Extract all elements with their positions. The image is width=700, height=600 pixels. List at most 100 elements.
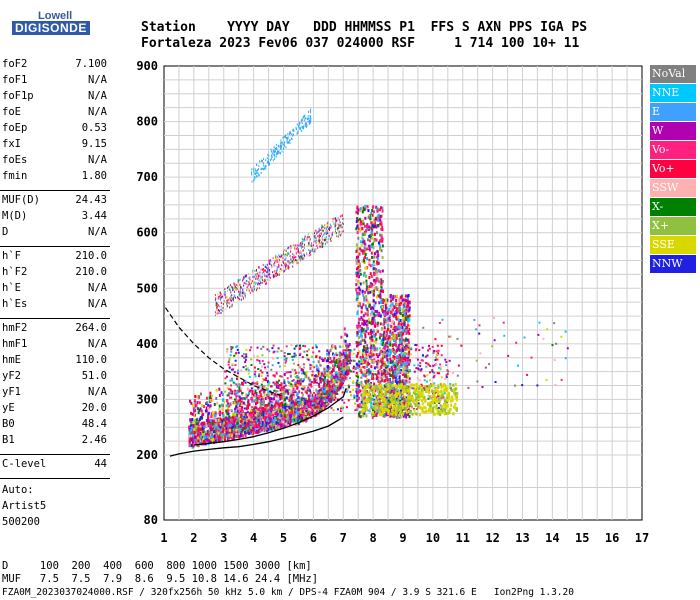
echo-point: [356, 324, 359, 328]
echo-point: [188, 440, 191, 444]
echo-point: [207, 432, 210, 436]
echo-point: [368, 285, 371, 289]
echo-point: [366, 373, 369, 377]
echo-point: [426, 380, 429, 383]
echo-point: [360, 357, 363, 360]
echo-point: [194, 435, 197, 439]
echo-point: [313, 394, 316, 398]
echo-point: [326, 348, 329, 351]
echo-point: [402, 329, 405, 333]
echo-point: [250, 346, 253, 349]
echo-point: [349, 362, 352, 365]
echo-point: [390, 310, 393, 314]
echo-point: [262, 378, 265, 381]
echo-point: [402, 298, 405, 302]
echo-point: [382, 338, 385, 342]
echo-point: [401, 369, 404, 373]
param-yf2: yF2 51.0: [2, 370, 107, 386]
echo-point: [335, 391, 338, 395]
echo-point: [301, 356, 304, 359]
echo-point: [400, 295, 403, 299]
echo-point: [287, 380, 290, 383]
echo-point: [370, 401, 373, 405]
echo-point: [248, 403, 251, 407]
echo-point: [254, 413, 257, 417]
echo-point: [332, 409, 335, 412]
echo-point: [281, 408, 284, 412]
echo-point: [212, 420, 215, 424]
echo-point: [363, 261, 366, 265]
echo-point: [191, 403, 194, 407]
echo-point: [329, 367, 332, 370]
echo-point: [403, 314, 406, 318]
echo-point: [370, 337, 373, 341]
echo-point: [266, 380, 269, 384]
echo-point: [239, 433, 242, 437]
param-label: yF2: [2, 370, 21, 382]
echo-point: [217, 424, 220, 428]
echo-point: [393, 311, 396, 315]
echo-point: [256, 346, 259, 349]
echo-point: [220, 427, 223, 431]
echo-point: [408, 377, 411, 381]
echo-point: [359, 247, 362, 251]
logo-digisonde: DIGISONDE: [12, 21, 90, 35]
echo-point: [284, 388, 287, 391]
echo-point: [362, 385, 365, 389]
echo-point: [214, 430, 217, 434]
echo-point: [237, 433, 240, 437]
echo-point: [259, 362, 262, 365]
echo-point: [194, 423, 197, 427]
echo-point: [358, 414, 361, 418]
echo-point: [349, 390, 352, 393]
echo-point: [277, 402, 280, 406]
echo-point: [275, 371, 278, 375]
echo-point: [272, 413, 275, 417]
echo-point: [381, 244, 384, 248]
echo-point: [254, 422, 257, 426]
echo-point: [345, 372, 348, 376]
param-label: foEp: [2, 122, 28, 134]
echo-point: [378, 336, 381, 340]
echo-point: [196, 407, 199, 411]
echo-point: [316, 375, 319, 378]
echo-point: [445, 364, 448, 367]
echo-point: [370, 365, 373, 369]
echo-point: [287, 405, 290, 409]
echo-point: [363, 246, 366, 250]
echo-point: [344, 367, 347, 371]
echo-point: [241, 417, 244, 421]
echo-point: [364, 340, 367, 344]
echo-point: [403, 346, 406, 350]
echo-point: [318, 400, 321, 404]
param-label: foE: [2, 106, 21, 118]
echo-point: [366, 311, 369, 315]
echo-point: [261, 396, 264, 400]
echo-point: [365, 345, 368, 348]
echo-point: [314, 396, 317, 400]
echo-point: [250, 358, 253, 361]
echo-point: [362, 314, 365, 318]
echo-point: [333, 398, 336, 401]
echo-point: [301, 372, 304, 375]
echo-point: [196, 432, 199, 436]
echo-point: [327, 357, 330, 360]
echo-point: [381, 327, 384, 331]
echo-point: [243, 397, 246, 400]
echo-point: [382, 341, 385, 345]
echo-point: [202, 431, 205, 435]
echo-point: [231, 418, 234, 422]
echo-point: [407, 413, 410, 417]
echo-point: [346, 364, 349, 368]
echo-point: [204, 435, 207, 439]
echo-point: [239, 423, 242, 427]
echo-point: [382, 322, 385, 326]
echo-point: [396, 397, 399, 401]
echo-point: [332, 399, 335, 402]
echo-point: [260, 406, 263, 409]
echo-point: [369, 385, 372, 389]
echo-point: [326, 373, 329, 376]
echo-point: [229, 402, 232, 406]
echo-point: [362, 328, 365, 332]
echo-point: [208, 430, 211, 434]
